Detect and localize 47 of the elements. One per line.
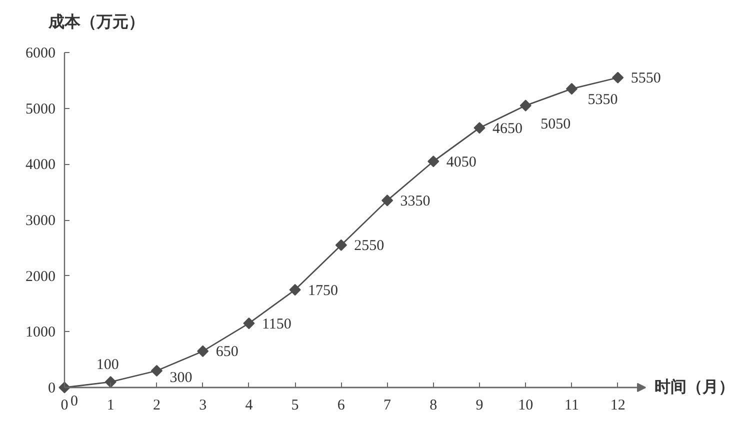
data-label: 4050 [446,154,476,170]
data-label: 5050 [540,116,571,133]
point [566,82,578,95]
data-label: 4650 [492,120,522,137]
point [104,376,116,388]
x-tick-label: 8 [430,398,438,414]
data-label: 300 [170,370,192,386]
data-label: 100 [96,356,119,373]
point [58,382,70,394]
x-tick-label: 10 [518,398,534,414]
point [335,239,347,251]
data-label: 2550 [354,238,384,254]
point [428,156,440,168]
x-tick-label: 0 [60,398,68,414]
data-label: 5350 [588,92,618,108]
y-tick-label: 0 [48,380,56,396]
y-tick-label: 2000 [26,268,56,285]
y-axis-title: 成本（万元） [48,13,144,31]
point [381,194,394,206]
point [289,284,301,296]
y-tick-label: 1000 [26,324,56,341]
x-axis-title: 时间（月） [654,378,734,396]
point [520,100,532,112]
x-tick-label: 1 [106,398,114,414]
point [612,72,624,84]
x-tick-label: 7 [384,398,392,414]
point [197,345,209,358]
point [243,317,255,330]
x-tick-label: 4 [245,398,254,414]
data-label: 3350 [400,193,430,210]
x-tick-label: 11 [564,398,579,414]
y-tick-label: 5000 [26,101,56,118]
x-tick-label: 3 [199,398,207,414]
y-tick-label: 4000 [26,157,56,174]
y-tick-label: 6000 [26,46,56,62]
y-tick-label: 3000 [26,213,56,229]
x-tick-label: 12 [610,398,626,414]
data-label: 1750 [308,282,338,299]
x-tick-label: 6 [337,398,346,414]
data-label: 5550 [630,70,661,87]
data-label: 650 [216,344,238,360]
x-tick-label: 9 [476,398,484,414]
x-tick-label: 5 [291,398,299,414]
data-label: 1150 [262,316,292,332]
point [150,364,163,377]
x-tick-label: 2 [152,398,160,414]
point [474,122,486,134]
